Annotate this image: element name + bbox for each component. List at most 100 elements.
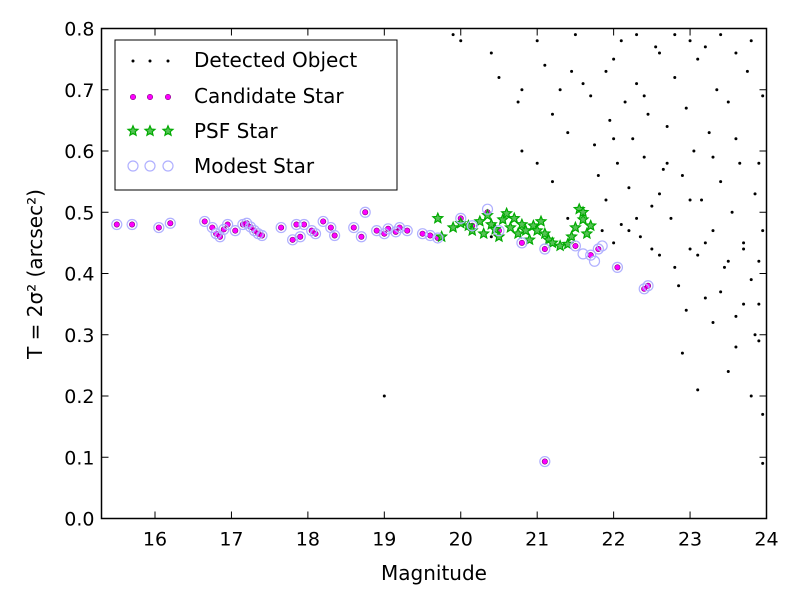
- detected-object-point: [665, 161, 669, 165]
- modest-star-point: [516, 237, 528, 249]
- psf-star-point: [473, 214, 487, 227]
- legend-label-candidate: Candidate Star: [194, 84, 344, 108]
- detected-object-point: [635, 33, 639, 37]
- detected-object-point: [451, 33, 455, 37]
- modest-star-point: [348, 221, 360, 234]
- detected-object-point: [520, 149, 524, 153]
- detected-object-point: [761, 229, 765, 233]
- modest-star-point: [199, 215, 211, 228]
- candidate-star-point: [297, 233, 304, 240]
- legend-label-psf: PSF Star: [194, 119, 278, 143]
- x-tick-label: 19: [372, 529, 396, 551]
- detected-object-point: [623, 100, 627, 104]
- psf-star-point: [534, 214, 548, 227]
- legend-marker-modest-star: [144, 160, 156, 172]
- series-psf-star: [431, 202, 598, 252]
- detected-object-point: [684, 106, 688, 110]
- detected-object-point: [612, 57, 616, 61]
- modest-star-point: [286, 234, 299, 246]
- detected-object-point: [612, 137, 616, 141]
- detected-object-point: [753, 192, 757, 196]
- modest-star-point: [111, 218, 123, 231]
- detected-object-point: [665, 125, 669, 128]
- detected-object-point: [696, 57, 700, 61]
- x-tick-label: 20: [449, 529, 473, 551]
- x-tick-label: 18: [296, 529, 320, 551]
- detected-object-point: [593, 143, 597, 147]
- psf-star-point: [481, 208, 494, 221]
- series-detected-object: [382, 33, 765, 465]
- detected-object-point: [688, 198, 692, 202]
- legend-marker-detected-object: [131, 59, 135, 63]
- x-tick-label: 16: [143, 529, 167, 551]
- detected-object-point: [734, 345, 738, 349]
- detected-object-point: [673, 33, 677, 37]
- candidate-star-point: [155, 224, 162, 231]
- detected-object-point: [516, 100, 520, 104]
- detected-object-point: [642, 94, 646, 98]
- modest-star-point: [329, 229, 341, 242]
- detected-object-point: [742, 302, 746, 306]
- detected-object-point: [734, 314, 738, 318]
- candidate-star-point: [331, 232, 338, 239]
- detected-object-point: [734, 51, 738, 55]
- psf-star-point: [488, 222, 502, 235]
- detected-object-point: [550, 180, 554, 184]
- detected-object-point: [615, 161, 619, 165]
- modest-star-point: [588, 255, 601, 267]
- detected-object-point: [719, 33, 723, 37]
- detected-object-point: [631, 137, 635, 141]
- modest-star-point: [164, 217, 176, 229]
- candidate-star-point: [427, 232, 434, 239]
- detected-object-point: [550, 112, 554, 116]
- x-tick-label: 24: [754, 529, 778, 551]
- modest-star-point: [206, 221, 218, 234]
- psf-star-point: [492, 229, 506, 243]
- detected-object-point: [596, 174, 600, 177]
- modest-star-point: [416, 228, 429, 240]
- psf-star-point: [496, 212, 510, 226]
- psf-star-point: [580, 226, 594, 240]
- modest-star-point: [424, 229, 436, 242]
- detected-object-point: [761, 461, 765, 465]
- modest-star-point: [592, 243, 604, 255]
- detected-object-point: [497, 76, 501, 79]
- psf-star-point: [500, 206, 514, 219]
- modest-star-point: [394, 221, 406, 234]
- legend-label-detected: Detected Object: [194, 48, 357, 72]
- detected-object-point: [730, 210, 734, 214]
- detected-object-point: [688, 247, 692, 251]
- detected-object-point: [722, 265, 726, 269]
- detected-object-point: [635, 82, 639, 86]
- detected-object-point: [761, 94, 765, 98]
- detected-object-point: [535, 39, 539, 43]
- modest-star-point: [466, 220, 478, 232]
- modest-star-point: [455, 212, 467, 224]
- y-tick-label: 0.8: [64, 19, 94, 41]
- modest-star-point: [596, 240, 608, 252]
- candidate-star-point: [541, 458, 548, 465]
- modest-star-point: [577, 248, 589, 260]
- plot-marks: [111, 33, 765, 468]
- modest-star-point: [371, 225, 383, 237]
- modest-star-point: [611, 261, 624, 273]
- legend-markers: [126, 59, 175, 172]
- y-tick-label: 0.2: [64, 386, 94, 408]
- psf-star-point: [477, 226, 491, 240]
- x-tick-label: 21: [525, 529, 549, 551]
- y-tick-label: 0.6: [64, 141, 94, 163]
- modest-star-point: [432, 232, 444, 244]
- detected-object-point: [692, 149, 696, 153]
- detected-object-point: [696, 253, 700, 257]
- legend-marker-detected-object: [148, 59, 152, 63]
- legend-marker-detected-object: [166, 59, 170, 63]
- psf-star-point: [538, 226, 552, 240]
- psf-star-point: [568, 220, 582, 234]
- detected-object-point: [650, 247, 654, 251]
- detected-object-point: [612, 241, 616, 245]
- detected-object-point: [673, 76, 677, 79]
- detected-object-point: [757, 259, 761, 263]
- detected-object-point: [726, 370, 730, 373]
- detected-object-point: [742, 241, 746, 245]
- x-tick-label: 23: [678, 529, 702, 551]
